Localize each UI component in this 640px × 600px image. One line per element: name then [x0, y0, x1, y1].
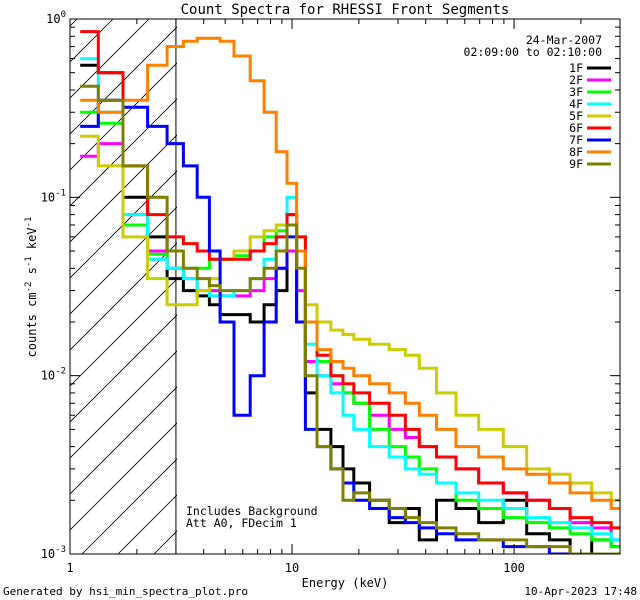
y-tick-label: 10-3 — [41, 545, 66, 561]
hatch-line — [70, 386, 177, 495]
legend-label-8F: 8F — [569, 145, 583, 159]
legend-label-9F: 9F — [569, 157, 583, 171]
legend-label-5F: 5F — [569, 109, 583, 123]
legend-label-6F: 6F — [569, 121, 583, 135]
chart-title: Count Spectra for RHESSI Front Segments — [181, 2, 510, 18]
y-tick-label: 10-1 — [41, 188, 66, 204]
legend-label-7F: 7F — [569, 133, 583, 147]
plot-frame — [69, 18, 621, 555]
date-label: 24-Mar-2007 — [526, 33, 602, 47]
time-range-label: 02:09:00 to 02:10:00 — [464, 45, 603, 59]
x-tick-label: 10 — [285, 561, 299, 575]
x-tick-label: 1 — [66, 561, 73, 575]
hatch-line — [70, 26, 177, 135]
series-6F — [80, 30, 620, 530]
hatch-line — [70, 206, 177, 315]
annotation-background: Includes Background — [186, 504, 318, 518]
hatch-line — [70, 242, 177, 351]
footer-date: 10-Apr-2023 17:48 — [524, 585, 637, 598]
x-axis-ticks: 1 10 100 — [66, 19, 621, 575]
footer-generated-by: Generated by hsi_min_spectra_plot.pro — [3, 585, 248, 598]
hatch-line — [81, 458, 177, 554]
legend-label-2F: 2F — [569, 73, 583, 87]
legend-label-4F: 4F — [569, 97, 583, 111]
legend-label-1F: 1F — [569, 61, 583, 75]
series-1F — [80, 63, 620, 554]
series-7F — [80, 98, 620, 554]
hatch-line — [70, 422, 177, 531]
legend-label-3F: 3F — [569, 85, 583, 99]
y-axis-label: counts cm-2 s-1 keV-1 — [24, 217, 39, 358]
y-axis-ticks: 100 10-1 10-2 10-3 — [41, 10, 620, 561]
series-8F — [80, 36, 620, 510]
y-tick-label: 10-2 — [41, 367, 66, 383]
hatch-line — [70, 278, 177, 387]
annotation-attenuator: Att A0, FDecim 1 — [186, 516, 297, 530]
series-group — [80, 30, 620, 554]
x-axis-label: Energy (keV) — [302, 576, 389, 590]
series-5F — [80, 134, 620, 502]
x-tick-label: 100 — [503, 561, 525, 575]
series-9F — [80, 84, 620, 554]
hatch-line — [70, 98, 177, 207]
y-tick-label: 100 — [46, 10, 66, 26]
